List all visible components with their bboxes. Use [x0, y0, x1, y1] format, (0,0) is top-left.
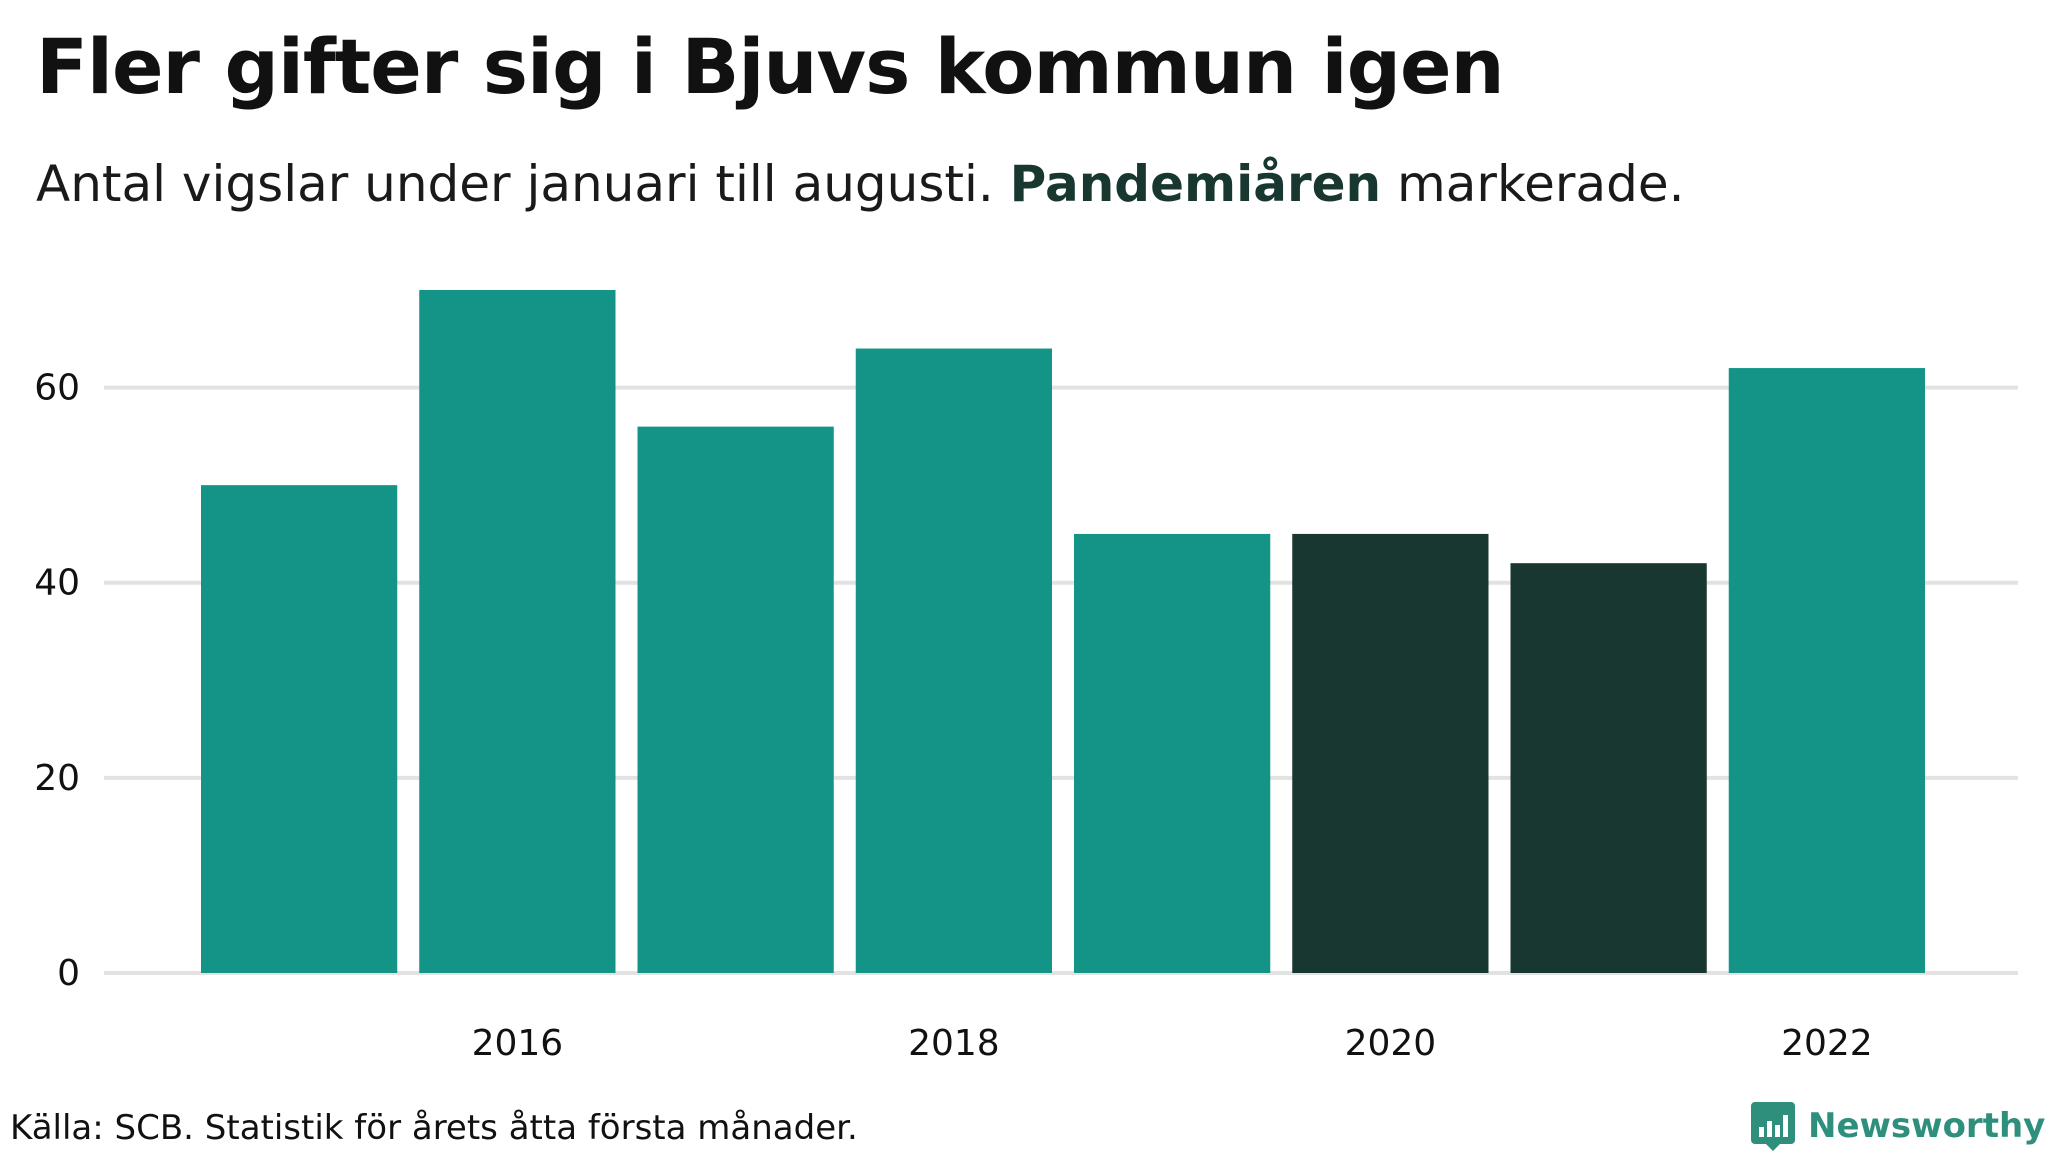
chart-subtitle: Antal vigslar under januari till augusti… — [36, 155, 1684, 213]
brand-name: Newsworthy — [1808, 1106, 2046, 1146]
bar-2017 — [637, 426, 834, 974]
bar-2019 — [1074, 533, 1271, 973]
bar-2018 — [855, 348, 1052, 973]
x-tick-label-2020: 2020 — [1345, 1023, 1437, 1064]
bar-2015 — [201, 485, 398, 973]
x-tick-label-2022: 2022 — [1781, 1023, 1873, 1064]
y-axis-tick-labels: 0 20 40 60 — [34, 368, 80, 994]
bar-2016 — [419, 290, 616, 973]
x-tick-label-2018: 2018 — [908, 1023, 1000, 1064]
source-note: Källa: SCB. Statistik för årets åtta för… — [10, 1108, 858, 1148]
subtitle-text-end: markerade. — [1381, 155, 1685, 213]
x-axis-tick-labels: 2016 2018 2020 2022 — [472, 1023, 1873, 1064]
y-tick-label-40: 40 — [34, 563, 80, 604]
x-tick-label-2016: 2016 — [472, 1023, 564, 1064]
y-tick-label-20: 20 — [34, 758, 80, 799]
newsworthy-logo-icon — [1751, 1102, 1795, 1151]
bar-2020 — [1292, 533, 1489, 973]
newsworthy-brand: Newsworthy — [1750, 1098, 2045, 1154]
subtitle-highlight-pandemic: Pandemiåren — [1009, 155, 1382, 213]
chart-title: Fler gifter sig i Bjuvs kommun igen — [36, 22, 1505, 111]
bar-2021 — [1510, 563, 1707, 973]
bar-chart: 0 20 40 60 2016 2018 2020 2022 — [34, 290, 2018, 1064]
y-tick-label-60: 60 — [34, 368, 80, 409]
subtitle-text: Antal vigslar under januari till augusti… — [36, 155, 1010, 213]
bars — [201, 290, 1925, 974]
bar-2022 — [1728, 368, 1925, 973]
y-tick-label-0: 0 — [57, 953, 80, 994]
